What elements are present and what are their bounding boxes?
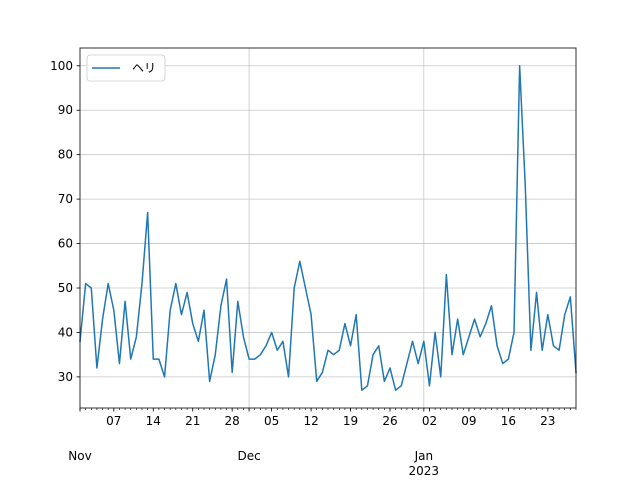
x-tick-label: 02 (422, 414, 437, 428)
x-tick-label: 16 (501, 414, 516, 428)
series-layer (79, 65, 577, 391)
y-tick-label: 80 (58, 148, 73, 162)
legend-label: ヘリ (132, 61, 156, 75)
y-axis: 30 40 50 60 70 80 90 100 (50, 59, 80, 384)
x-tick-label: 14 (146, 414, 161, 428)
x-month-label: Dec (237, 449, 260, 463)
legend: ヘリ (86, 54, 166, 82)
x-tick-label: 28 (225, 414, 240, 428)
y-tick-label: 70 (58, 192, 73, 206)
x-tick-label: 23 (540, 414, 555, 428)
x-tick-label: 07 (106, 414, 121, 428)
x-tick-label: 26 (382, 414, 397, 428)
x-tick-label: 05 (264, 414, 279, 428)
x-tick-label: 12 (303, 414, 318, 428)
x-month-label: Jan (414, 449, 434, 463)
x-tick-label: 09 (461, 414, 476, 428)
x-tick-label: 19 (343, 414, 358, 428)
legend-box (86, 54, 166, 82)
y-tick-label: 30 (58, 370, 73, 384)
x-tick-label: 21 (185, 414, 200, 428)
y-tick-label: 60 (58, 237, 73, 251)
y-tick-label: 90 (58, 103, 73, 117)
x-year-label: 2023 (409, 464, 440, 478)
y-tick-label: 100 (50, 59, 73, 73)
y-tick-label: 40 (58, 325, 73, 339)
x-month-label: Nov (68, 449, 91, 463)
y-tick-label: 50 (58, 281, 73, 295)
series-line (79, 65, 577, 391)
